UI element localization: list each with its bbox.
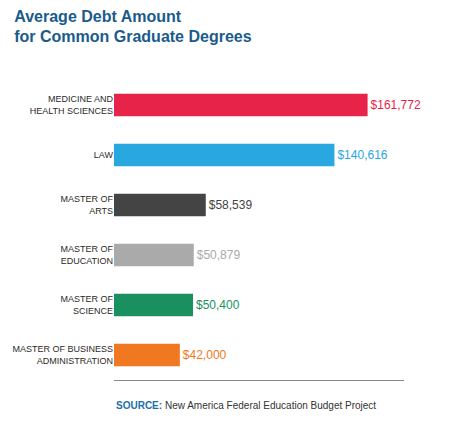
svg-text:$161,772: $161,772 <box>371 98 421 112</box>
svg-text:Average Debt Amountfor Common: Average Debt Amountfor Common Graduate D… <box>14 8 251 46</box>
svg-text:$50,400: $50,400 <box>196 298 240 312</box>
svg-text:MASTER OFSCIENCE: MASTER OFSCIENCE <box>60 294 113 316</box>
svg-text:$58,539: $58,539 <box>209 198 253 212</box>
svg-text:MEDICINE ANDHEALTH SCIENCES: MEDICINE ANDHEALTH SCIENCES <box>30 94 114 116</box>
svg-text:$42,000: $42,000 <box>183 348 227 362</box>
svg-text:MASTER OFARTS: MASTER OFARTS <box>60 194 113 216</box>
svg-text:$140,616: $140,616 <box>337 148 387 162</box>
svg-text:MASTER OFEDUCATION: MASTER OFEDUCATION <box>60 244 113 266</box>
svg-text:$50,879: $50,879 <box>197 248 241 262</box>
svg-text:MASTER OF BUSINESSADMINISTRATI: MASTER OF BUSINESSADMINISTRATION <box>12 344 113 366</box>
svg-text:SOURCE: New America Federal Ed: SOURCE: New America Federal Education Bu… <box>116 400 376 411</box>
svg-text:LAW: LAW <box>94 150 114 160</box>
